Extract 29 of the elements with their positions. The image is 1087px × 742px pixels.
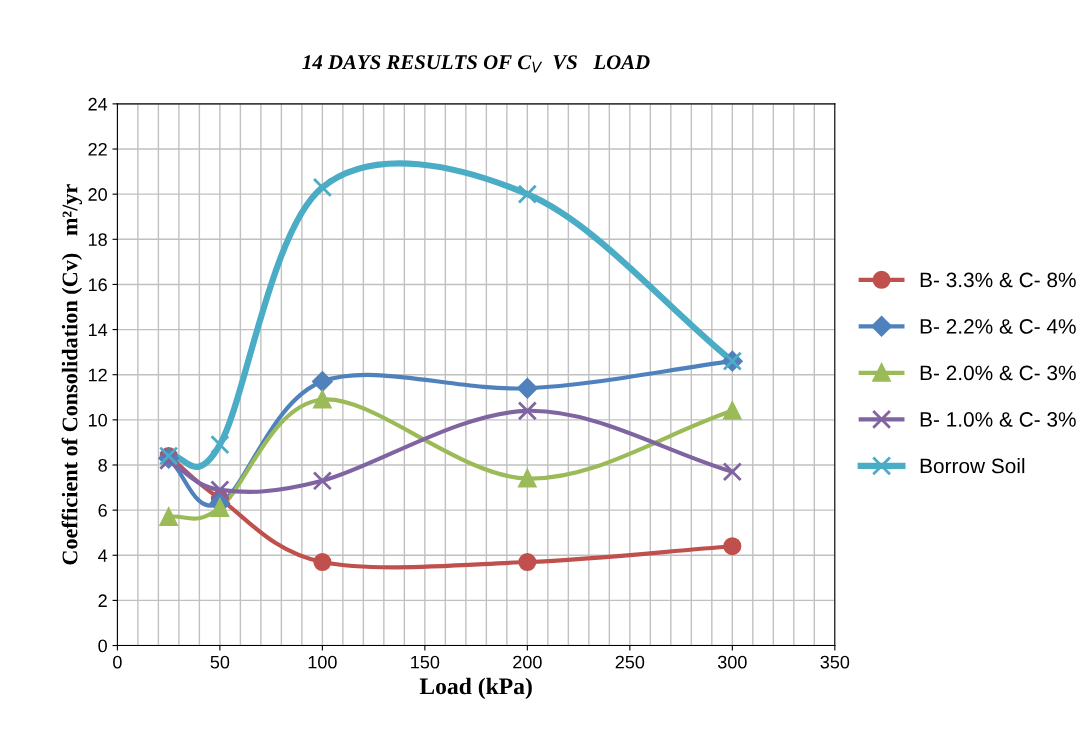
x-tick-label: 100 (308, 655, 337, 669)
x-tick-label: 350 (820, 655, 850, 669)
y-tick-label: 6 (98, 504, 107, 517)
x-tick-label: 150 (411, 655, 440, 669)
legend-label: Borrow Soil (920, 458, 1025, 474)
x-axis-title: Load (kPa) (419, 677, 532, 700)
x-tick-label: 200 (513, 655, 542, 669)
legend-label: B- 1.0% & C- 3% (920, 412, 1076, 427)
x-tick-label: 300 (717, 655, 747, 669)
chart-title: 14 DAYS RESULTS OF C$_{V}$ VS LOAD (302, 55, 650, 73)
y-tick-label: 4 (98, 549, 108, 562)
y-axis-title: Coefficient of Consolidation (Cv) m²/yr (61, 184, 83, 565)
y-tick-label: 24 (88, 97, 108, 111)
y-tick-label: 18 (88, 233, 107, 247)
x-tick-label: 50 (210, 655, 230, 669)
y-tick-label: 0 (98, 639, 107, 653)
y-tick-label: 8 (98, 458, 107, 472)
y-tick-label: 14 (88, 323, 108, 337)
y-tick-label: 12 (88, 368, 107, 382)
legend-label: B- 2.0% & C- 3% (920, 365, 1076, 381)
y-tick-label: 20 (88, 188, 107, 201)
y-tick-label: 22 (88, 142, 107, 156)
y-tick-label: 2 (98, 594, 107, 607)
y-tick-label: 16 (88, 278, 107, 292)
x-tick-label: 250 (615, 655, 645, 669)
y-tick-label: 10 (88, 413, 107, 427)
legend-label: B- 2.2% & C- 4% (920, 319, 1076, 334)
x-tick-label: 0 (113, 655, 122, 669)
legend-label: B- 3.3% & C- 8% (920, 272, 1076, 288)
